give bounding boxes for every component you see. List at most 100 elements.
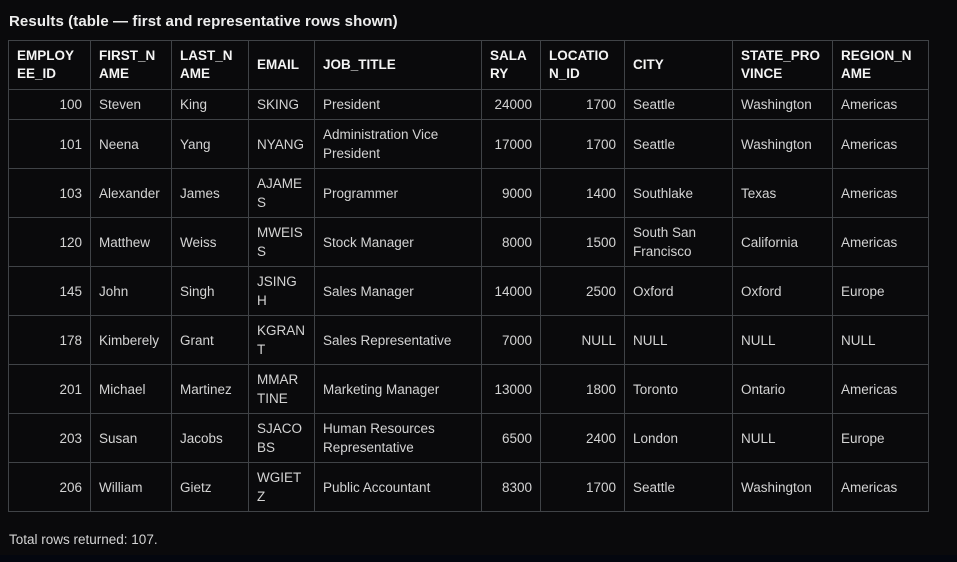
- table-cell: SJACOBS: [248, 413, 315, 463]
- table-header: EMPLOYEE_ID FIRST_NAME LAST_NAME EMAIL JOB_T…: [8, 40, 929, 90]
- table-cell: Alexander: [90, 168, 172, 218]
- column-header: REGION_NAME: [832, 40, 929, 90]
- table-cell: 120: [8, 217, 91, 267]
- table-cell: NULL: [732, 315, 833, 365]
- table-cell: Grant: [171, 315, 249, 365]
- table-cell: Americas: [832, 217, 929, 267]
- table-cell: 203: [8, 413, 91, 463]
- table-cell: 1700: [540, 462, 625, 512]
- table-cell: 145: [8, 266, 91, 316]
- table-cell: Public Accountant: [314, 462, 482, 512]
- bottom-edge-strip: [0, 555, 957, 562]
- table-cell: Americas: [832, 119, 929, 169]
- table-cell: King: [171, 89, 249, 120]
- table-cell: Programmer: [314, 168, 482, 218]
- table-cell: Seattle: [624, 462, 733, 512]
- table-cell: 17000: [481, 119, 541, 169]
- table-row: 101 Neena Yang NYANG Administration Vice Pre…: [8, 119, 929, 169]
- table-cell: 1800: [540, 364, 625, 414]
- table-cell: Americas: [832, 168, 929, 218]
- column-header: CITY: [624, 40, 733, 90]
- table-cell: 2500: [540, 266, 625, 316]
- column-header: SALARY: [481, 40, 541, 90]
- table-cell: 100: [8, 89, 91, 120]
- table-cell: NULL: [832, 315, 929, 365]
- table-cell: 101: [8, 119, 91, 169]
- column-header: STATE_PROVINCE: [732, 40, 833, 90]
- table-cell: 206: [8, 462, 91, 512]
- table-cell: Singh: [171, 266, 249, 316]
- column-header: FIRST_NAME: [90, 40, 172, 90]
- table-cell: Washington: [732, 119, 833, 169]
- table-cell: Seattle: [624, 89, 733, 120]
- table-cell: Weiss: [171, 217, 249, 267]
- page-title: Results (table — first and representativ…: [9, 13, 398, 30]
- table-cell: 7000: [481, 315, 541, 365]
- table-cell: Americas: [832, 364, 929, 414]
- table-row: 206 William Gietz WGIETZ Public Accountant 83…: [8, 462, 929, 512]
- table-row: 178 Kimberely Grant KGRANT Sales Representat…: [8, 315, 929, 365]
- table-row: 145 John Singh JSINGH Sales Manager 14000 2500…: [8, 266, 929, 316]
- table-cell: Michael: [90, 364, 172, 414]
- table-cell: Americas: [832, 462, 929, 512]
- table-cell: Stock Manager: [314, 217, 482, 267]
- table-cell: 1500: [540, 217, 625, 267]
- table-cell: Kimberely: [90, 315, 172, 365]
- total-rows-text: Total rows returned: 107.: [9, 532, 158, 547]
- table-cell: Sales Representative: [314, 315, 482, 365]
- table-cell: 24000: [481, 89, 541, 120]
- table-cell: Jacobs: [171, 413, 249, 463]
- table-cell: London: [624, 413, 733, 463]
- table-cell: James: [171, 168, 249, 218]
- table-cell: MMARTINE: [248, 364, 315, 414]
- table-cell: 1400: [540, 168, 625, 218]
- table-cell: Marketing Manager: [314, 364, 482, 414]
- table-cell: NULL: [624, 315, 733, 365]
- table-cell: SKING: [248, 89, 315, 120]
- table-cell: 14000: [481, 266, 541, 316]
- table-cell: 1700: [540, 89, 625, 120]
- table-cell: JSINGH: [248, 266, 315, 316]
- table-cell: WGIETZ: [248, 462, 315, 512]
- column-header: LAST_NAME: [171, 40, 249, 90]
- column-header: JOB_TITLE: [314, 40, 482, 90]
- table-cell: 201: [8, 364, 91, 414]
- table-body: 100 Steven King SKING President 24000 1700 Seat…: [8, 89, 929, 512]
- table-row: 103 Alexander James AJAMES Programmer 9000 140…: [8, 168, 929, 218]
- table-cell: Washington: [732, 89, 833, 120]
- table-cell: 103: [8, 168, 91, 218]
- column-header: EMPLOYEE_ID: [8, 40, 91, 90]
- table-cell: Administration Vice President: [314, 119, 482, 169]
- table-cell: Matthew: [90, 217, 172, 267]
- table-cell: MWEISS: [248, 217, 315, 267]
- table-cell: California: [732, 217, 833, 267]
- table-cell: Neena: [90, 119, 172, 169]
- table-cell: South San Francisco: [624, 217, 733, 267]
- table-cell: 9000: [481, 168, 541, 218]
- table-row: 100 Steven King SKING President 24000 1700 Seat…: [8, 89, 929, 120]
- table-cell: KGRANT: [248, 315, 315, 365]
- results-table: EMPLOYEE_ID FIRST_NAME LAST_NAME EMAIL JOB_T…: [8, 40, 929, 512]
- table-cell: Americas: [832, 89, 929, 120]
- table-cell: President: [314, 89, 482, 120]
- column-header: EMAIL: [248, 40, 315, 90]
- table-row: 201 Michael Martinez MMARTINE Marketing Mana…: [8, 364, 929, 414]
- table-cell: 178: [8, 315, 91, 365]
- table-cell: 8000: [481, 217, 541, 267]
- table-cell: John: [90, 266, 172, 316]
- table-row: 203 Susan Jacobs SJACOBS Human Resources Rep…: [8, 413, 929, 463]
- table-cell: AJAMES: [248, 168, 315, 218]
- table-cell: Human Resources Representative: [314, 413, 482, 463]
- table-row: 120 Matthew Weiss MWEISS Stock Manager 8000 15…: [8, 217, 929, 267]
- table-cell: NULL: [540, 315, 625, 365]
- table-cell: 13000: [481, 364, 541, 414]
- table-cell: William: [90, 462, 172, 512]
- table-cell: Washington: [732, 462, 833, 512]
- table-cell: Steven: [90, 89, 172, 120]
- table-cell: Sales Manager: [314, 266, 482, 316]
- table-cell: 6500: [481, 413, 541, 463]
- table-cell: 2400: [540, 413, 625, 463]
- table-cell: Susan: [90, 413, 172, 463]
- table-cell: Texas: [732, 168, 833, 218]
